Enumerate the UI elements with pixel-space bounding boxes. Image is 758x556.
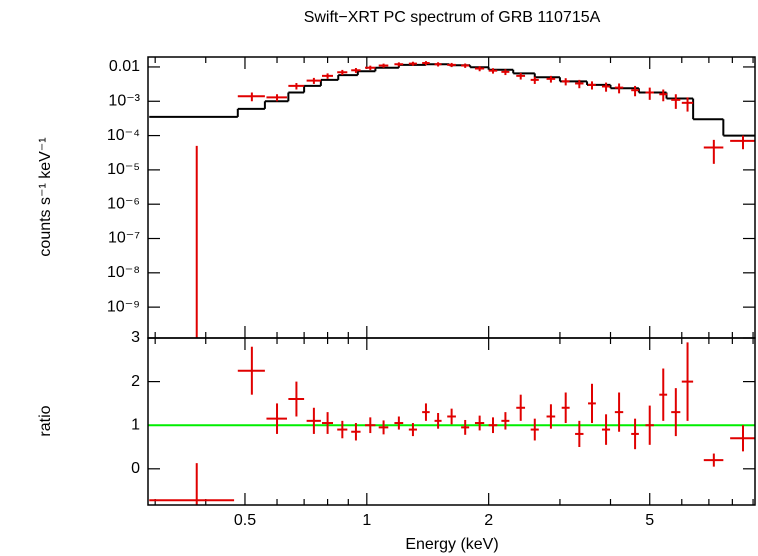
y-axis-label: ratio xyxy=(37,405,54,436)
y-tick-label: 10⁻⁶ xyxy=(107,195,140,212)
x-tick-label: 0.5 xyxy=(234,512,256,529)
plot-area: 0.01 10⁻³ 10⁻⁴ 10⁻⁵ 10⁻⁶ 10⁻⁷ 10⁻⁸ 10⁻⁹ 0 1 2 3 0.5 1… xyxy=(107,57,755,529)
y-tick-label: 10⁻⁸ xyxy=(107,264,140,281)
y-tick-label: 10⁻⁴ xyxy=(107,127,140,144)
y-axis-label: counts s⁻¹ keV⁻¹ xyxy=(37,137,54,256)
x-axis-label: Energy (keV) xyxy=(405,536,498,553)
y-tick-label: 10⁻³ xyxy=(108,92,140,109)
y-tick-label: 0 xyxy=(131,460,140,477)
panel-frame xyxy=(147,337,756,506)
x-tick-label: 5 xyxy=(645,512,654,529)
y-tick-label: 2 xyxy=(131,373,140,390)
x-tick-label: 1 xyxy=(362,512,371,529)
y-tick-label: 10⁻⁹ xyxy=(107,298,140,315)
y-tick-label: 0.01 xyxy=(109,58,140,75)
chart-title: Swift−XRT PC spectrum of GRB 110715A xyxy=(304,9,601,26)
x-tick-label: 2 xyxy=(484,512,493,529)
y-tick-label: 3 xyxy=(131,329,140,346)
y-tick-label: 10⁻⁷ xyxy=(108,230,140,247)
y-tick-label: 10⁻⁵ xyxy=(107,161,140,178)
y-tick-label: 1 xyxy=(131,416,140,433)
